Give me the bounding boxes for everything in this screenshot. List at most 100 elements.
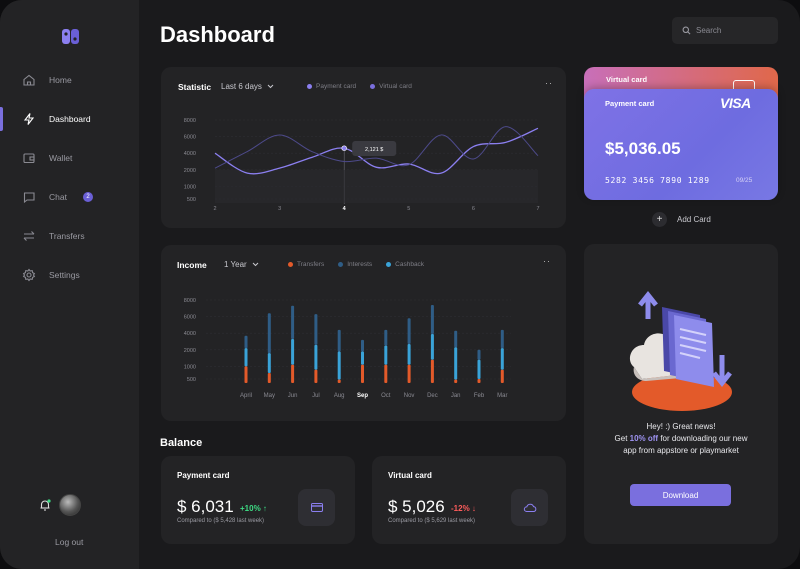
chevron-down-icon — [252, 262, 259, 267]
sidebar-item-label: Transfers — [49, 231, 85, 241]
logout-link[interactable]: Log out — [55, 537, 84, 547]
income-range-dropdown[interactable]: 1 Year — [224, 260, 259, 269]
x-tick-label: Aug — [334, 393, 345, 399]
add-card-button[interactable]: + Add Card — [652, 212, 711, 227]
promo-discount: 10% off — [629, 434, 659, 443]
bar-interests — [314, 314, 318, 345]
sidebar-item-label: Dashboard — [49, 114, 91, 124]
bar-cashback — [430, 334, 434, 360]
statistic-legend: Payment card Virtual card — [307, 83, 412, 90]
bar-interests — [267, 313, 271, 354]
more-icon[interactable]: ·· — [545, 78, 553, 88]
bar-transfers — [244, 366, 248, 383]
sidebar-item-label: Wallet — [49, 153, 73, 163]
balance-change: -12% ↓ — [451, 504, 476, 513]
sidebar-item-wallet[interactable]: Wallet — [0, 145, 139, 171]
statistic-range-dropdown[interactable]: Last 6 days — [221, 82, 274, 91]
statistic-chart: 500 1000 2000 4000 6000 8000 2 3 4 5 6 7 2,121 $ — [184, 118, 540, 212]
highlight-point — [341, 145, 347, 151]
cloud-icon — [523, 503, 536, 512]
bar-cashback — [477, 359, 481, 379]
balance-card-title: Virtual card — [388, 471, 432, 480]
bell-icon[interactable] — [38, 498, 52, 512]
balance-icon-button[interactable] — [298, 489, 335, 526]
bar-interests — [384, 329, 388, 346]
home-icon — [23, 74, 35, 86]
bar-cashback — [337, 351, 341, 380]
payment-card-title: Payment card — [605, 99, 655, 108]
x-tick-label: Feb — [474, 393, 485, 399]
sidebar-item-dashboard[interactable]: Dashboard — [0, 106, 139, 132]
legend-item: Transfers — [288, 261, 324, 268]
bar-transfers — [384, 364, 388, 383]
search-input[interactable] — [696, 23, 774, 38]
search-box[interactable] — [672, 17, 778, 44]
bar-cashback — [500, 348, 504, 370]
promo-line-2: Get 10% off for downloading our new — [614, 434, 748, 443]
bar-transfers — [477, 379, 481, 383]
bar-transfers — [361, 364, 364, 383]
bar-cashback — [267, 353, 271, 374]
y-tick-label: 500 — [187, 377, 196, 383]
statistic-range-label: Last 6 days — [221, 82, 262, 91]
y-tick-label: 1000 — [184, 364, 196, 370]
bar-interests — [500, 329, 504, 349]
promo-line-1: Hey! :) Great news! — [646, 422, 716, 431]
y-tick-label: 8000 — [184, 118, 196, 124]
bar-interests — [407, 318, 411, 344]
transfer-icon — [23, 231, 35, 241]
more-icon[interactable]: ·· — [543, 256, 551, 266]
sidebar-item-home[interactable]: Home — [0, 67, 139, 93]
promo-line-3: app from appstore or playmarket — [623, 446, 739, 455]
payment-card[interactable]: Payment card VISA $5,036.05 5282 3456 78… — [584, 89, 778, 200]
promo-text: Hey! :) Great news! Get 10% off for down… — [584, 421, 778, 457]
legend-item: Payment card — [307, 83, 356, 90]
bar-transfers — [407, 364, 411, 383]
balance-icon-button[interactable] — [511, 489, 548, 526]
bar-cashback — [314, 344, 318, 370]
balance-card-payment: Payment card $ 6,031 +10% ↑ Compared to … — [161, 456, 355, 544]
y-tick-label: 4000 — [184, 331, 196, 337]
income-panel: Income 1 Year Transfers Interests Cashba… — [161, 245, 566, 421]
chat-icon — [23, 192, 35, 204]
x-tick-label: April — [240, 393, 252, 399]
bar-cashback — [407, 343, 411, 365]
bar-transfers — [291, 364, 295, 383]
bar-interests — [477, 349, 481, 360]
bar-transfers — [267, 373, 271, 383]
balance-card-title: Payment card — [177, 471, 230, 480]
sidebar-item-settings[interactable]: Settings — [0, 262, 139, 288]
bar-transfers — [314, 369, 318, 383]
avatar[interactable] — [59, 494, 81, 516]
y-tick-label: 6000 — [184, 135, 196, 141]
sidebar-item-chat[interactable]: Chat 2 — [0, 184, 139, 210]
active-indicator — [0, 107, 3, 131]
series-line-payment-card — [214, 127, 539, 175]
app-logo — [62, 29, 79, 44]
card-icon — [310, 503, 323, 512]
gear-icon — [22, 268, 36, 282]
sidebar-item-transfers[interactable]: Transfers — [0, 223, 139, 249]
x-tick-label: 7 — [536, 206, 539, 212]
statistic-title: Statistic — [178, 82, 212, 92]
y-tick-label: 6000 — [184, 315, 196, 321]
download-button[interactable]: Download — [630, 484, 731, 506]
balance-amount: $ 6,031 — [177, 497, 234, 516]
y-tick-label: 2000 — [184, 168, 196, 174]
bar-interests — [430, 304, 434, 335]
bar-transfers — [337, 379, 341, 383]
sidebar-item-label: Chat — [49, 192, 67, 202]
legend-item: Virtual card — [370, 83, 412, 90]
bar-cashback — [384, 345, 388, 365]
statistic-panel: Statistic Last 6 days Payment card Virtu… — [161, 67, 566, 228]
x-tick-label: 2 — [213, 206, 216, 212]
x-tick-label: 4 — [343, 206, 347, 212]
balance-amount: $ 5,026 — [388, 497, 445, 516]
x-tick-label: Jan — [451, 393, 461, 399]
legend-item: Cashback — [386, 261, 424, 268]
series-line-virtual-card — [214, 126, 539, 169]
bar-transfers — [454, 379, 458, 383]
card-number: 5282 3456 7890 1289 — [605, 176, 710, 185]
x-tick-label: 5 — [407, 206, 410, 212]
visa-logo: VISA — [720, 95, 751, 111]
